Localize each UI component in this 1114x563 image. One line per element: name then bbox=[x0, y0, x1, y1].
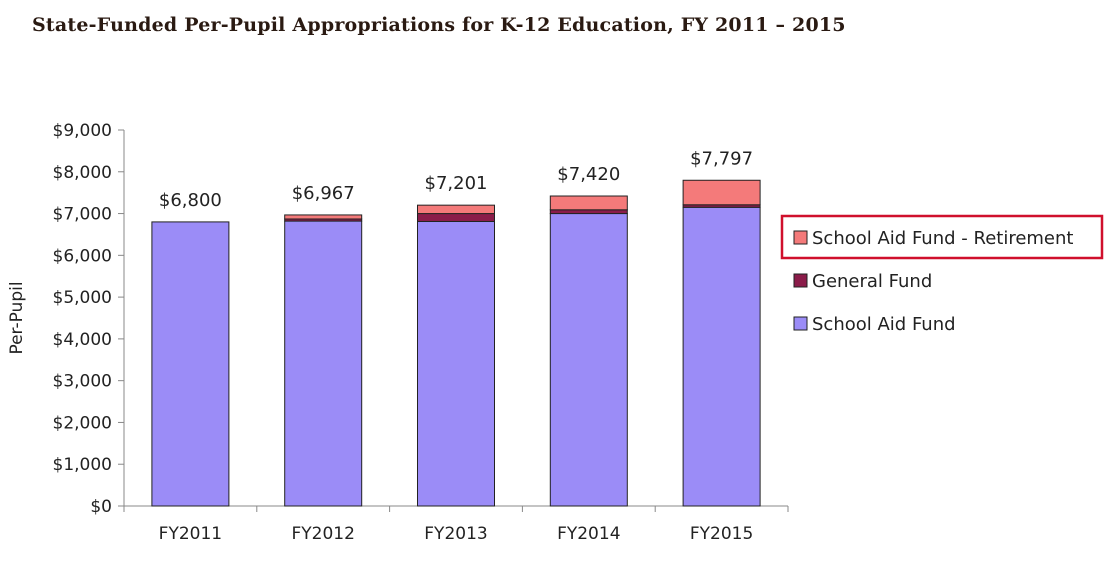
x-tick-label: FY2011 bbox=[159, 524, 222, 544]
legend-label: School Aid Fund bbox=[812, 314, 956, 335]
y-tick-label: $5,000 bbox=[53, 288, 112, 308]
y-tick-label: $4,000 bbox=[53, 330, 112, 350]
y-tick-label: $0 bbox=[90, 497, 112, 517]
total-labels: $6,800 $6,967 $7,201 $7,420 $7,797 bbox=[159, 148, 753, 211]
bar-segment-school-aid-fund-retirement bbox=[417, 204, 495, 215]
legend-swatch bbox=[793, 230, 808, 245]
axes: $0 $1,000 $2,000 $3,000 $4,000 $5,000 $6,000 $7… bbox=[7, 121, 789, 544]
y-tick-label: $1,000 bbox=[53, 455, 112, 475]
bar-segment-school-aid-fund-retirement bbox=[284, 214, 363, 220]
x-tick-label: FY2012 bbox=[291, 524, 354, 544]
y-tick-label: $3,000 bbox=[53, 372, 112, 392]
y-tick-label: $6,000 bbox=[53, 246, 112, 266]
total-label: $6,800 bbox=[159, 190, 222, 211]
bar-segment-general-fund bbox=[417, 213, 495, 222]
y-tick-label: $9,000 bbox=[53, 121, 112, 141]
y-tick-label: $8,000 bbox=[53, 163, 112, 183]
bar-segment-school-aid-fund bbox=[549, 213, 628, 507]
bar-segment-school-aid-fund bbox=[284, 220, 363, 507]
legend-swatch bbox=[793, 316, 808, 331]
legend: School Aid Fund - Retirement General Fund… bbox=[780, 214, 1104, 335]
bar-segment-school-aid-fund bbox=[682, 206, 761, 507]
legend-highlight-box bbox=[780, 214, 1104, 260]
x-tick-label: FY2014 bbox=[557, 524, 620, 544]
bar-segment-school-aid-fund bbox=[417, 220, 495, 507]
bar-segment-school-aid-fund-retirement bbox=[682, 179, 761, 206]
bar-segment-general-fund bbox=[549, 209, 628, 215]
legend-label: General Fund bbox=[812, 271, 932, 292]
total-label: $7,797 bbox=[690, 148, 753, 169]
x-tick-label: FY2015 bbox=[690, 524, 753, 544]
bar-segment-school-aid-fund bbox=[151, 221, 230, 507]
y-axis-label: Per-Pupil bbox=[7, 281, 27, 354]
bars bbox=[151, 179, 761, 507]
total-label: $7,201 bbox=[425, 173, 488, 194]
total-label: $6,967 bbox=[292, 183, 355, 204]
legend-label: School Aid Fund - Retirement bbox=[812, 228, 1073, 249]
legend-swatch bbox=[793, 273, 808, 288]
y-tick-label: $2,000 bbox=[53, 413, 112, 433]
chart-title: State-Funded Per-Pupil Appropriations fo… bbox=[32, 14, 846, 36]
bar-segment-school-aid-fund-retirement bbox=[549, 195, 628, 211]
y-tick-label: $7,000 bbox=[53, 205, 112, 225]
total-label: $7,420 bbox=[557, 164, 620, 185]
x-tick-label: FY2013 bbox=[424, 524, 487, 544]
